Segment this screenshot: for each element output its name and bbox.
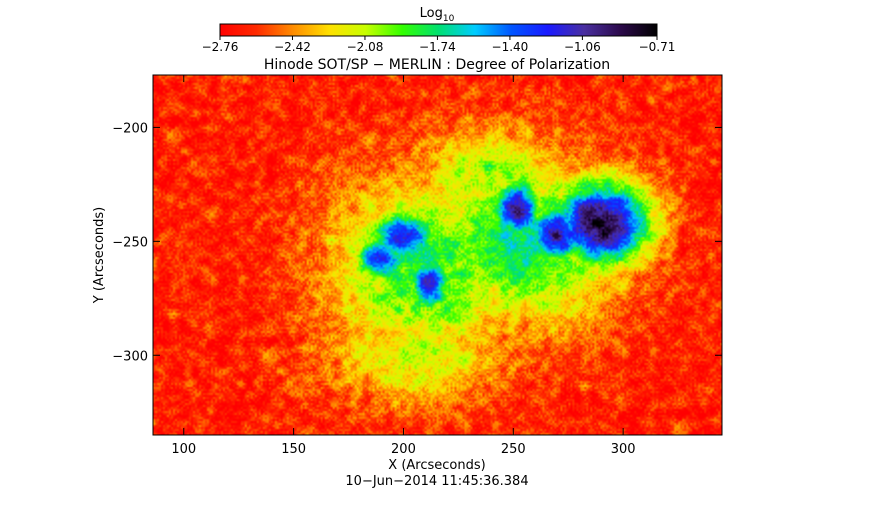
colorbar-frame [219,23,658,37]
y-tick-label: −250 [112,235,148,250]
colorbar-label: Log10 [420,6,455,24]
y-tick-label: −300 [112,349,148,364]
x-tick-label: 250 [501,442,526,457]
y-axis: −200 −250 −300 [112,121,722,364]
heatmap [153,75,722,435]
x-tick-label: 150 [281,442,306,457]
timestamp: 10−Jun−2014 11:45:36.384 [345,474,528,489]
x-tick-label: 100 [171,442,196,457]
x-axis: 100 150 200 250 300 [171,75,636,457]
y-tick-label: −200 [112,121,148,136]
x-tick-label: 300 [611,442,636,457]
colorbar-label-subscript: 10 [443,14,455,24]
x-tick-label: 200 [391,442,416,457]
colorbar-tick-label: −2.76 [202,40,239,54]
colorbar-tick-label: −0.71 [639,40,676,54]
colorbar-ticks: −2.76 −2.42 −2.08 −1.74 −1.40 −1.06 −0.71 [202,36,676,54]
x-axis-label: X (Arcseconds) [388,458,485,473]
colorbar-tick-label: −1.40 [492,40,529,54]
heatmap-image [153,75,722,435]
colorbar-tick-label: −2.42 [274,40,311,54]
y-axis-label: Y (Arcseconds) [92,207,107,304]
colorbar: Log10 −2.76 −2.42 −2.08 −1.74 −1.40 −1.06 −0.7… [202,6,676,54]
colorbar-tick-label: −2.08 [347,40,384,54]
plot-frame [152,74,723,436]
colorbar-tick-label: −1.74 [419,40,456,54]
colorbar-gradient [220,24,657,36]
chart-title: Hinode SOT/SP − MERLIN : Degree of Polar… [264,57,610,73]
colorbar-tick-label: −1.06 [564,40,601,54]
